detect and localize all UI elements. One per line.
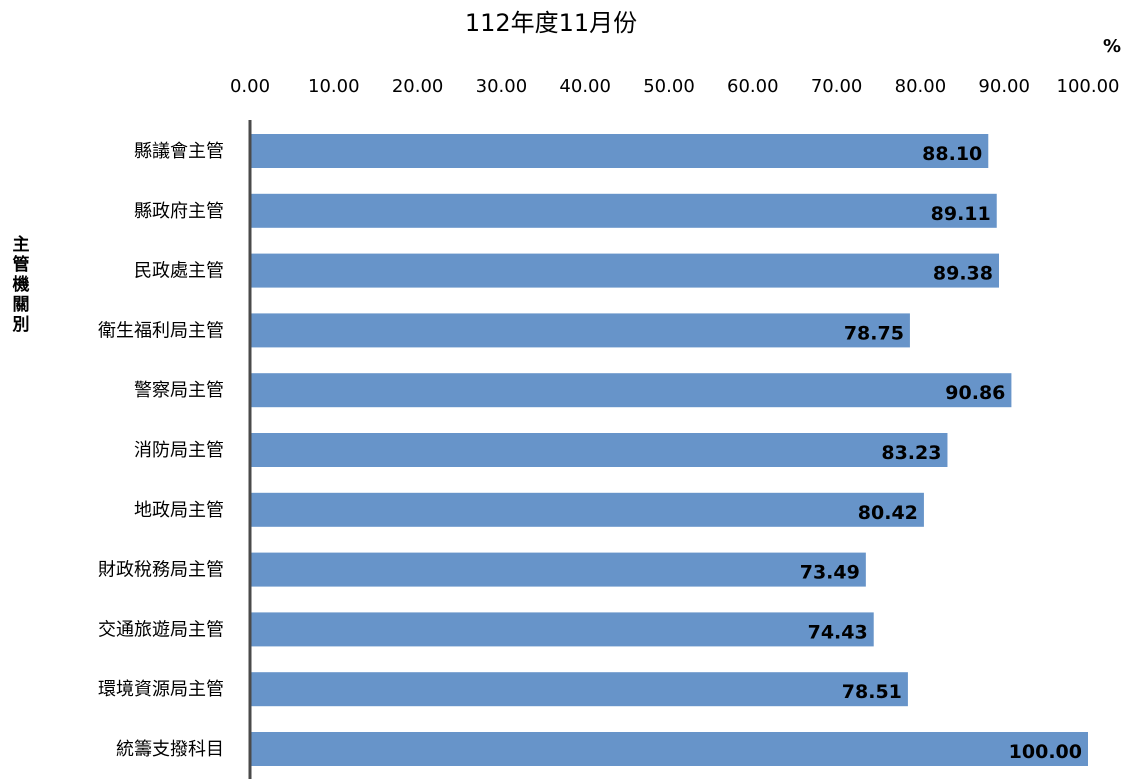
value-label: 100.00	[1009, 741, 1082, 763]
value-label: 78.75	[844, 322, 904, 344]
x-tick-label: 0.00	[230, 76, 270, 97]
unit-label: %	[1103, 36, 1121, 57]
category-label: 環境資源局主管	[98, 679, 224, 700]
category-label: 衛生福利局主管	[98, 320, 224, 341]
category-label: 交通旅遊局主管	[98, 619, 224, 640]
bar	[250, 732, 1088, 766]
value-label: 89.11	[931, 203, 991, 225]
bar	[250, 134, 989, 168]
bars	[250, 134, 1088, 766]
x-tick-label: 70.00	[811, 76, 863, 97]
y-axis-label: 主管機關別	[12, 234, 30, 335]
x-tick-label: 40.00	[559, 76, 611, 97]
x-tick-label: 30.00	[476, 76, 528, 97]
bar	[250, 612, 874, 647]
bar	[250, 672, 908, 707]
x-tick-label: 50.00	[643, 76, 695, 97]
x-tick-label: 100.00	[1057, 76, 1120, 97]
bar	[250, 313, 910, 348]
bar	[250, 552, 866, 587]
x-tick-label: 10.00	[308, 76, 360, 97]
bar	[250, 492, 924, 527]
category-label: 縣議會主管	[134, 141, 224, 162]
x-tick-label: 20.00	[392, 76, 444, 97]
bar	[250, 373, 1012, 408]
value-label: 78.51	[842, 681, 902, 703]
category-label: 民政處主管	[134, 261, 224, 282]
value-label: 73.49	[800, 562, 860, 584]
category-label: 財政稅務局主管	[98, 560, 224, 581]
value-label: 89.38	[933, 263, 993, 285]
bar	[250, 253, 1000, 288]
value-labels: 88.10 89.11 89.38 78.75 90.86 83.23 80.42 73.49…	[800, 143, 1082, 763]
category-label: 警察局主管	[134, 380, 224, 401]
value-label: 88.10	[922, 143, 982, 165]
category-label: 消防局主管	[134, 440, 224, 461]
value-label: 74.43	[808, 621, 868, 643]
bar	[250, 433, 948, 467]
value-label: 83.23	[881, 442, 941, 464]
x-tick-label: 60.00	[727, 76, 779, 97]
x-axis-ticks: 0.00 10.00 20.00 30.00 40.00 50.00 60.00 70.00 8…	[230, 76, 1120, 97]
bar	[250, 193, 997, 228]
category-label: 縣政府主管	[134, 201, 224, 222]
category-labels: 縣議會主管縣政府主管民政處主管衛生福利局主管警察局主管消防局主管地政局主管財政稅…	[98, 141, 224, 760]
value-label: 80.42	[858, 502, 918, 524]
x-tick-label: 80.00	[895, 76, 947, 97]
category-label: 地政局主管	[134, 500, 224, 521]
category-label: 統籌支撥科目	[116, 739, 224, 760]
chart-title: 112年度11月份	[465, 9, 637, 37]
x-tick-label: 90.00	[978, 76, 1030, 97]
value-label: 90.86	[945, 382, 1005, 404]
